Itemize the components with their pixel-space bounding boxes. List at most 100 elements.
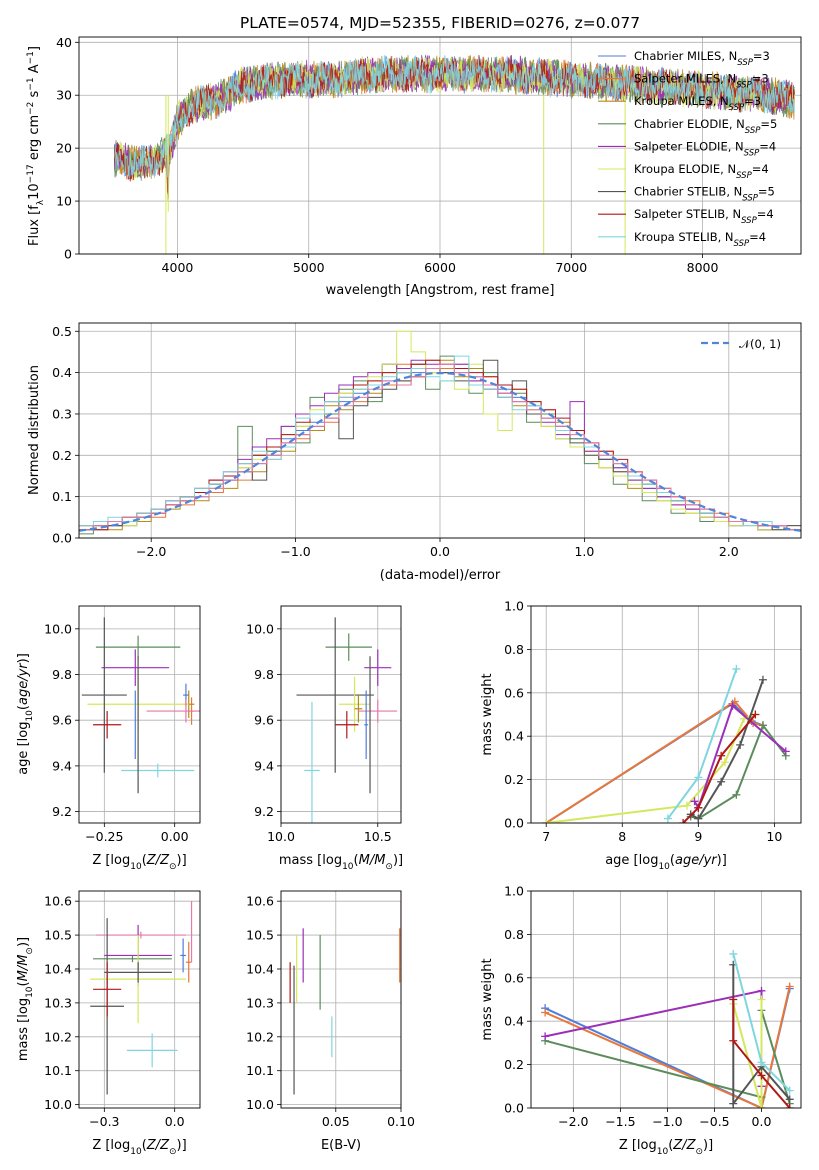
y-tick-label: 10.6 xyxy=(44,894,72,909)
label-part: ( xyxy=(142,1138,147,1153)
y-tick-label: 0.1 xyxy=(52,489,72,504)
x-tick-label: −2.0 xyxy=(136,544,166,559)
errorbar xyxy=(95,635,181,659)
y-tick-label: 0.2 xyxy=(504,1057,524,1072)
errorbar xyxy=(104,962,172,983)
x-tick-label: 0.0 xyxy=(430,544,450,559)
errorbar-group xyxy=(90,901,193,1095)
y-axis-label: age [log10(age/yr)] xyxy=(16,653,35,775)
y-tick-label: 0.8 xyxy=(504,642,524,657)
legend-sub: SSP xyxy=(745,126,761,136)
legend-sub: SSP xyxy=(736,81,752,91)
label-part: 10 xyxy=(130,1147,142,1157)
axes-frame xyxy=(78,36,802,255)
series-point xyxy=(717,751,726,760)
spectrum-line xyxy=(114,55,795,179)
legend-sub: SSP xyxy=(734,239,750,249)
y-tick-label: 10.4 xyxy=(246,961,274,976)
errorbar xyxy=(81,617,127,773)
x-axis-label: age [log10(age/yr)] xyxy=(605,853,727,872)
x-axis-label: wavelength [Angstrom, rest frame] xyxy=(326,283,555,298)
legend-sub: SSP xyxy=(741,216,757,226)
y-tick-label: 0.6 xyxy=(504,970,524,985)
y-tick-label: 0.4 xyxy=(52,365,72,380)
series-point xyxy=(720,758,729,767)
label-part: M/M xyxy=(16,955,31,982)
label-part: )] xyxy=(393,853,403,868)
series-point xyxy=(781,747,790,756)
series-line xyxy=(693,704,787,811)
x-tick-label: 7 xyxy=(542,829,550,844)
legend-value: =4 xyxy=(752,162,769,176)
legend-entry: Kroupa ELODIE, NSSP=4 xyxy=(634,162,769,181)
label-part: M/M xyxy=(359,853,386,868)
x-tick-label: 1.0 xyxy=(574,544,594,559)
series-point xyxy=(732,790,741,799)
grid xyxy=(79,606,200,823)
y-tick-label: 10.0 xyxy=(246,621,274,636)
y-tick-label: 10.1 xyxy=(44,1063,72,1078)
label-part: 10 xyxy=(25,986,35,998)
label-part: ( xyxy=(668,1138,673,1153)
x-tick-label: 8000 xyxy=(687,260,719,275)
label-part: s xyxy=(27,90,42,101)
legend-entry: 𝒩(0, 1) xyxy=(739,337,781,351)
y-tick-label: 10.0 xyxy=(44,621,72,636)
y-tick-label: 0.8 xyxy=(504,927,524,942)
label-part: age [log xyxy=(605,853,658,868)
series-point xyxy=(682,801,691,810)
x-tick-label: 7000 xyxy=(555,260,587,275)
series-point xyxy=(757,1058,766,1067)
series-point xyxy=(736,740,745,749)
series-point xyxy=(730,697,739,706)
series-group xyxy=(541,949,794,1108)
errorbar xyxy=(354,695,363,723)
series-point xyxy=(694,803,703,812)
axes-frame xyxy=(78,605,201,824)
x-tick-label: 0.10 xyxy=(387,1114,415,1129)
series-point xyxy=(541,1032,550,1041)
x-tick-label: −0.5 xyxy=(699,1114,729,1129)
legend-value: =4 xyxy=(749,230,766,244)
series-point xyxy=(757,1104,766,1108)
errorbar xyxy=(358,699,398,723)
y-tick-label: 10.2 xyxy=(246,1029,274,1044)
legend-value: =5 xyxy=(760,117,777,131)
legend-entry: Kroupa STELIB, NSSP=4 xyxy=(634,230,766,249)
legend-label: Kroupa STELIB, N xyxy=(634,230,734,244)
legend-sub: SSP xyxy=(744,148,760,158)
label-part: )] xyxy=(16,653,31,663)
x-axis-label: Z [log10(Z/Z⊙)] xyxy=(92,853,186,872)
grid xyxy=(531,605,801,824)
y-tick-label: 9.4 xyxy=(52,758,72,773)
y-tick-label: 9.2 xyxy=(52,804,72,819)
series-point xyxy=(785,1095,794,1104)
label-part: Z/Z xyxy=(146,853,170,868)
label-part: 10 xyxy=(342,862,354,872)
legend-sub: SSP xyxy=(729,103,745,113)
y-axis-label: mass [log10(M/M⊙)] xyxy=(16,937,35,1061)
series-point xyxy=(785,1104,794,1108)
series-point xyxy=(785,982,794,991)
errorbar xyxy=(296,617,374,773)
y-tick-label: 0.2 xyxy=(504,772,524,787)
series-point xyxy=(758,675,767,684)
x-tick-label: 5000 xyxy=(293,260,325,275)
y-tick-label: 9.4 xyxy=(254,758,274,773)
label-part: λ xyxy=(36,199,46,205)
label-part: erg cm xyxy=(27,115,42,164)
legend-label: Salpeter STELIB, N xyxy=(634,207,741,221)
y-tick-label: 20 xyxy=(56,141,72,156)
label-part: 10 xyxy=(25,710,35,722)
label-part: Z/Z xyxy=(146,1138,170,1153)
mass-vs-age-panel: 10.0 10.5 9.2 9.4 9.6 9.8 10.0 mass [log10(M/M⊙… xyxy=(246,605,403,872)
x-tick-label: −1.5 xyxy=(605,1114,635,1129)
series-point xyxy=(751,710,760,719)
series-point xyxy=(785,1086,794,1095)
y-tick-label: 10.2 xyxy=(44,1029,72,1044)
Z-vs-mass-panel: −0.3 0.0 10.0 10.1 10.2 10.3 10.4 10.5 10.6 Z [lo… xyxy=(16,890,201,1157)
histogram-lines xyxy=(79,330,801,535)
x-axis-label: (data-model)/error xyxy=(380,568,501,583)
y-tick-label: 9.8 xyxy=(254,667,274,682)
